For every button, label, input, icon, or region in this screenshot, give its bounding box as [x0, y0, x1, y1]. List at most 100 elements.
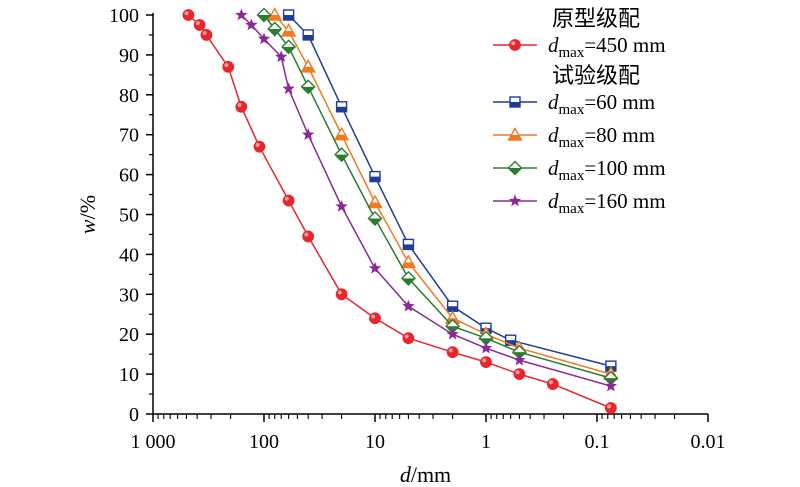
marker-highlight: [607, 404, 612, 409]
marker-highlight: [482, 358, 487, 363]
y-tick-label: 0: [129, 404, 139, 426]
legend-marker: [507, 160, 523, 176]
marker-star: [301, 128, 315, 140]
y-tick-label: 20: [119, 324, 139, 346]
legend-marker: [507, 127, 523, 141]
marker-highlight: [549, 380, 554, 385]
y-tick-label: 70: [119, 125, 139, 147]
legend-label: dmax=80 mm: [548, 123, 655, 151]
marker-highlight: [371, 314, 376, 319]
marker-square-half: [370, 176, 380, 182]
y-tick-label: 60: [119, 165, 139, 187]
data-point: [245, 18, 258, 31]
y-tick-label: 80: [119, 85, 139, 107]
marker-circle: [509, 39, 521, 51]
marker-star: [479, 341, 493, 354]
x-tick-label: 1: [481, 431, 491, 453]
data-point: [368, 261, 382, 274]
marker-highlight: [255, 142, 260, 147]
marker-star: [282, 82, 295, 95]
x-tick-label: 1 000: [131, 431, 176, 453]
data-point: [369, 312, 381, 325]
marker-diamond-half: [282, 46, 296, 54]
marker-circle: [446, 346, 459, 359]
marker-triangle-half: [301, 66, 315, 72]
legend-item: dmax=160 mm: [493, 189, 666, 217]
data-point: [402, 238, 415, 251]
marker-star: [508, 194, 522, 207]
data-point: [282, 194, 295, 207]
marker-circle: [193, 19, 206, 31]
data-point: [400, 254, 417, 269]
marker-highlight: [337, 290, 342, 295]
marker-diamond-half: [268, 28, 282, 36]
marker-highlight: [237, 102, 242, 107]
data-point: [446, 327, 459, 340]
data-point: [280, 23, 297, 37]
marker-star: [368, 261, 382, 274]
marker-star: [604, 379, 618, 392]
marker-circle: [369, 312, 381, 325]
data-point: [369, 170, 381, 183]
marker-triangle-half: [368, 202, 382, 208]
marker-circle: [546, 378, 559, 390]
data-point: [335, 101, 348, 113]
data-point: [402, 332, 415, 345]
data-point: [513, 368, 526, 380]
data-point: [335, 200, 348, 212]
marker-square-half: [505, 340, 516, 346]
marker-diamond-half: [368, 218, 382, 225]
marker-circle: [480, 356, 492, 369]
data-point: [256, 7, 272, 23]
marker-circle: [302, 230, 315, 243]
data-point: [446, 346, 459, 359]
marker-highlight: [284, 196, 289, 201]
data-point: [480, 356, 492, 369]
marker-triangle-half: [268, 15, 282, 20]
y-tick-label: 10: [119, 364, 139, 386]
data-point: [334, 147, 350, 163]
marker-circle: [253, 140, 266, 153]
x-tick-label: 10: [365, 431, 385, 453]
x-axis-title: d/mm: [400, 462, 451, 487]
marker-highlight: [304, 232, 309, 237]
marker-star: [513, 353, 526, 366]
marker-star: [245, 18, 258, 31]
data-point: [182, 9, 195, 21]
marker-circle: [335, 288, 348, 301]
marker-star: [335, 200, 348, 212]
legend-heading: 试验级配: [552, 64, 640, 89]
marker-circle: [222, 60, 235, 73]
y-tick-label: 100: [109, 5, 139, 27]
marker-square-half: [303, 34, 314, 40]
axes: 0 10 20 30 40 50 60 70 80 90 100 1 000 100 10 1 0.1 0.01…: [75, 5, 726, 487]
data-point: [275, 50, 288, 63]
data-point: [200, 29, 213, 41]
data-point: [367, 211, 383, 226]
data-point: [193, 19, 206, 31]
marker-square-half: [510, 102, 520, 107]
marker-highlight: [184, 11, 189, 16]
data-point: [282, 82, 295, 95]
y-tick-label: 30: [119, 284, 139, 306]
series-80mm: [267, 7, 619, 380]
marker-triangle-half: [282, 30, 296, 36]
marker-circle: [604, 402, 617, 414]
data-point: [282, 9, 295, 21]
data-point: [335, 288, 348, 301]
series-100mm: [256, 7, 619, 386]
marker-highlight: [195, 21, 200, 26]
marker-star: [402, 299, 415, 312]
y-axis-title: w/%: [75, 195, 100, 234]
legend-label: dmax=100 mm: [548, 156, 666, 184]
marker-star: [446, 327, 459, 340]
series-160mm: [235, 8, 618, 392]
data-point: [400, 270, 416, 286]
series-layer: [182, 7, 619, 414]
legend-item: dmax=80 mm: [493, 123, 655, 151]
data-point: [546, 378, 559, 390]
legend-marker: [509, 39, 521, 51]
series-line: [187, 14, 612, 409]
marker-square-half: [447, 306, 458, 312]
